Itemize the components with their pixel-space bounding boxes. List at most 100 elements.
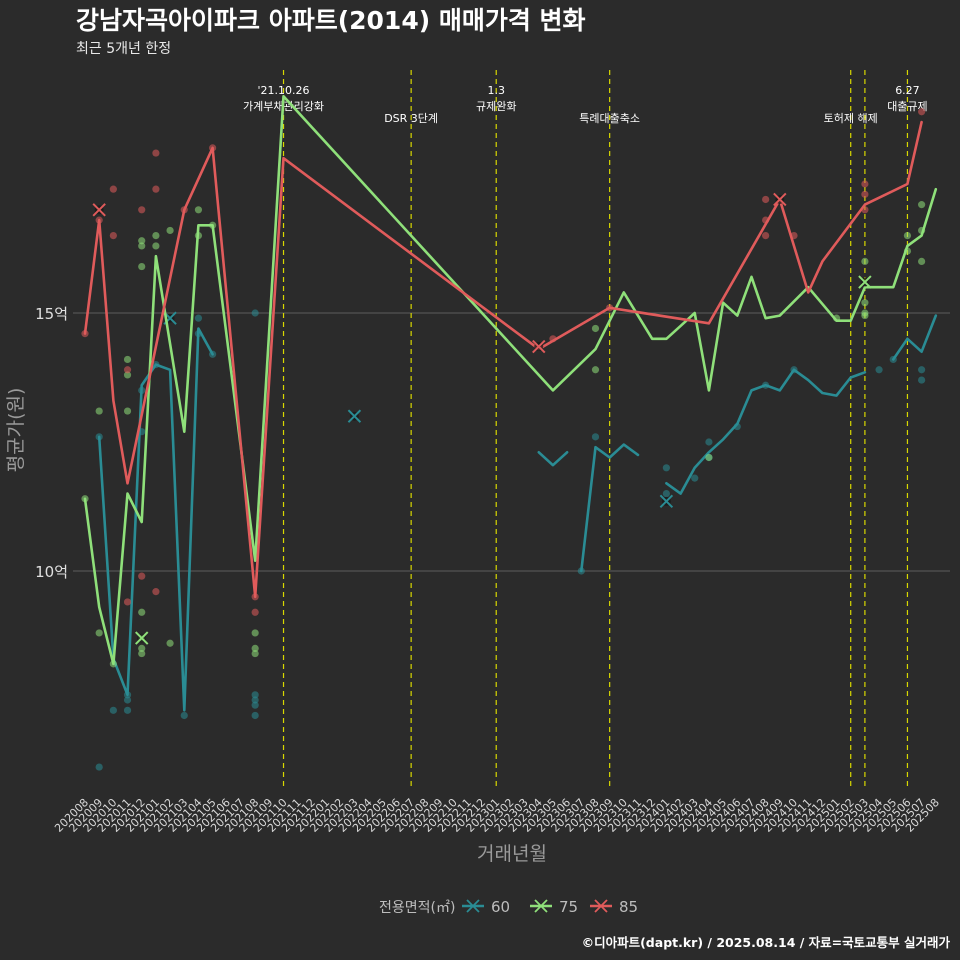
max-marker-cross bbox=[659, 494, 674, 509]
data-point bbox=[251, 309, 259, 317]
data-point bbox=[138, 237, 146, 245]
event-label: '21.10.26 bbox=[258, 84, 310, 97]
data-point bbox=[194, 206, 203, 214]
data-point bbox=[123, 706, 132, 714]
max-marker-cross bbox=[532, 339, 546, 354]
series-line bbox=[97, 327, 214, 712]
data-point bbox=[123, 355, 132, 364]
data-point bbox=[861, 309, 869, 317]
series-line bbox=[665, 368, 867, 495]
data-point bbox=[705, 438, 713, 446]
chart-subtitle: 최근 5개년 한정 bbox=[76, 41, 171, 57]
legend-swatch-cross bbox=[466, 899, 480, 913]
legend-swatch-cross bbox=[534, 899, 548, 913]
source-caption: ©디아파트(dapt.kr) / 2025.08.14 / 자료=국토교통부 실… bbox=[582, 935, 951, 950]
data-point bbox=[251, 691, 259, 699]
max-marker bbox=[135, 631, 149, 645]
data-point bbox=[123, 598, 132, 606]
data-point bbox=[123, 407, 132, 415]
data-point bbox=[591, 324, 600, 333]
data-point bbox=[152, 232, 160, 240]
data-point bbox=[591, 366, 600, 374]
y-axis-ticks: 10억 15억 bbox=[35, 305, 68, 581]
data-point bbox=[662, 464, 670, 472]
legend-swatch-cross bbox=[594, 899, 608, 913]
data-point bbox=[918, 201, 926, 209]
data-point bbox=[251, 629, 259, 637]
data-point bbox=[123, 366, 132, 374]
legend-item-85: 85 bbox=[590, 898, 638, 916]
data-point bbox=[662, 490, 670, 498]
legend-label: 85 bbox=[619, 898, 638, 916]
data-point bbox=[138, 649, 146, 658]
max-marker bbox=[532, 339, 546, 354]
data-point bbox=[251, 701, 259, 709]
data-point bbox=[138, 572, 146, 580]
data-point bbox=[95, 407, 103, 415]
legend-label: 75 bbox=[559, 898, 578, 916]
data-point bbox=[251, 644, 259, 653]
event-label: DSR 3단계 bbox=[384, 112, 438, 125]
legend-label: 60 bbox=[491, 898, 510, 916]
series-line bbox=[83, 95, 938, 666]
data-point bbox=[918, 108, 926, 116]
data-point bbox=[152, 242, 160, 250]
data-point bbox=[903, 232, 912, 240]
legend-title: 전용면적(㎡) bbox=[379, 900, 455, 916]
legend: 전용면적(㎡) 60 75 85 bbox=[379, 898, 638, 916]
data-point bbox=[875, 366, 883, 374]
max-marker-cross bbox=[92, 203, 106, 217]
event-label: 규제완화 bbox=[476, 100, 516, 113]
series-line bbox=[892, 314, 938, 361]
max-marker-cross bbox=[858, 275, 872, 289]
data-point bbox=[762, 232, 770, 240]
chart-title: 강남자곡아이파크 아파트(2014) 매매가격 변화 bbox=[76, 6, 586, 35]
data-point bbox=[138, 262, 146, 271]
legend-item-75: 75 bbox=[530, 898, 578, 916]
x-axis-title: 거래년월 bbox=[477, 843, 547, 865]
max-marker-cross bbox=[135, 631, 149, 645]
event-label: 특례대출축소 bbox=[579, 112, 640, 125]
event-label: 토허제 해제 bbox=[824, 111, 878, 125]
data-point bbox=[138, 206, 146, 214]
data-point bbox=[152, 185, 160, 193]
legend-item-60: 60 bbox=[462, 898, 510, 916]
data-point bbox=[138, 644, 146, 653]
max-marker bbox=[347, 409, 362, 423]
data-point bbox=[861, 257, 869, 265]
data-point bbox=[138, 242, 146, 250]
series-85 bbox=[81, 108, 926, 616]
data-point bbox=[861, 180, 869, 188]
series-line bbox=[83, 120, 923, 599]
series-60 bbox=[95, 309, 938, 771]
data-point bbox=[251, 696, 259, 704]
data-point bbox=[691, 474, 699, 482]
x-axis-ticks: 2020082020092020102020112020122021012021… bbox=[52, 796, 942, 835]
y-tick-label: 10억 bbox=[35, 563, 68, 581]
data-point bbox=[123, 696, 132, 704]
series-75 bbox=[81, 95, 938, 668]
data-point bbox=[251, 649, 259, 658]
data-point bbox=[166, 226, 174, 235]
data-point bbox=[861, 190, 869, 198]
data-point bbox=[95, 629, 103, 637]
data-point bbox=[762, 195, 770, 204]
data-point bbox=[123, 371, 132, 379]
max-marker bbox=[773, 192, 787, 207]
data-point bbox=[705, 453, 713, 462]
max-marker-cross bbox=[347, 409, 362, 423]
series-line bbox=[580, 443, 640, 573]
event-label: 6.27 bbox=[895, 84, 920, 97]
data-point bbox=[918, 366, 926, 374]
y-tick-label: 15억 bbox=[35, 305, 68, 323]
y-axis-title: 평균가(원) bbox=[5, 388, 27, 473]
legend-items: 60 75 85 bbox=[462, 898, 638, 916]
data-point bbox=[152, 588, 160, 596]
data-point bbox=[251, 711, 259, 720]
data-point bbox=[109, 232, 117, 240]
data-point bbox=[861, 299, 869, 307]
data-point bbox=[918, 376, 926, 384]
event-label: 대출규제 bbox=[887, 100, 927, 113]
data-point bbox=[109, 706, 117, 714]
